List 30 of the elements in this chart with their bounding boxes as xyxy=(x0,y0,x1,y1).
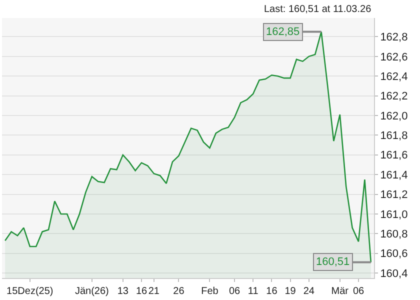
y-tick-label: 162,2 xyxy=(380,90,408,103)
y-tick-label: 161,8 xyxy=(380,130,408,142)
x-tick-label: 13 xyxy=(117,286,129,297)
y-tick-label: 162,6 xyxy=(380,51,408,64)
x-tick-label: 16 xyxy=(266,286,278,297)
y-tick-label: 162,0 xyxy=(380,110,408,122)
y-tick-label: 160,8 xyxy=(380,228,408,241)
y-tick-label: 161,6 xyxy=(380,150,408,162)
text: Last: 160,51 at 11.03.26 xyxy=(264,4,372,15)
y-tick-label: 160,4 xyxy=(380,268,408,280)
x-tick-label: 06 xyxy=(352,286,364,297)
annotation: 162,85 xyxy=(266,26,300,38)
y-tick-label: 161,2 xyxy=(380,189,408,202)
x-tick-label: 24 xyxy=(303,286,315,297)
y-tick-label: 162,8 xyxy=(380,32,408,44)
y-tick-label: 160,6 xyxy=(380,248,408,260)
annotation: 160,51 xyxy=(316,256,350,268)
x-tick-label: Feb xyxy=(201,286,219,297)
x-tick-label: 11 xyxy=(248,286,259,297)
x-tick-label: 06 xyxy=(228,286,240,297)
y-tick-label: 161,0 xyxy=(380,208,408,221)
y-tick-label: 161,4 xyxy=(380,169,408,182)
x-tick-label: 26 xyxy=(173,286,185,297)
x-tick-label: 19 xyxy=(284,286,296,297)
x-tick-label: Mär xyxy=(331,286,350,297)
x-tick-label: 21 xyxy=(148,286,160,297)
x-tick-label: Jän(26) xyxy=(74,286,109,297)
y-tick-label: 162,4 xyxy=(380,70,408,83)
x-tick-label: 15Dez(25) xyxy=(6,286,54,297)
x-tick-label: 16 xyxy=(136,286,148,297)
